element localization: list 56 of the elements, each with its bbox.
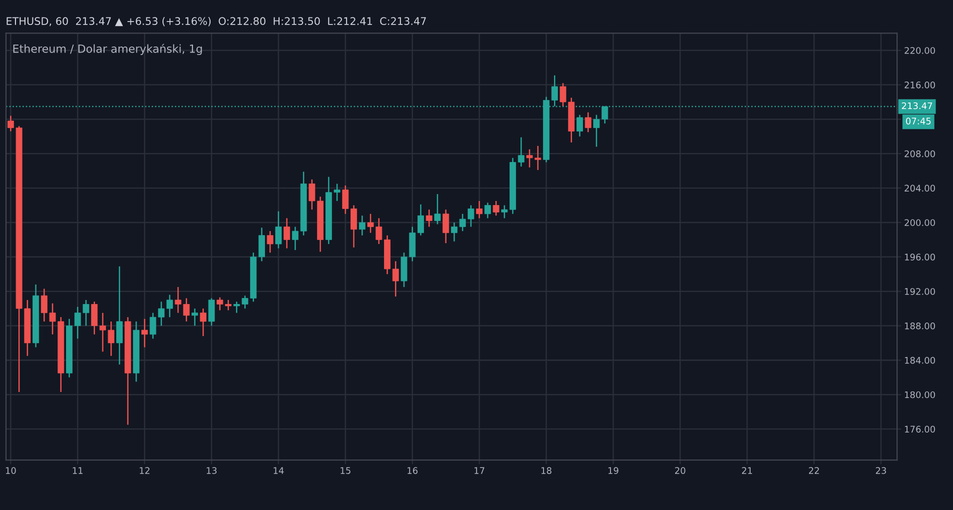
candlestick — [426, 208, 432, 228]
x-tick-label: 23 — [876, 467, 886, 474]
candlestick — [91, 301, 98, 335]
x-tick-label: 18 — [542, 467, 552, 474]
x-tick-label: 13 — [206, 467, 217, 474]
candlestick — [484, 202, 491, 219]
x-tick-label: 14 — [274, 467, 284, 474]
candlestick — [266, 230, 274, 254]
candlestick — [284, 218, 290, 249]
candlestick — [258, 227, 265, 262]
y-tick-label: 208.00 — [904, 150, 935, 158]
candlestick — [225, 299, 232, 311]
text: Ethereum / Dolar amerykański, 1g — [13, 44, 202, 56]
y-tick-label: 184.00 — [904, 356, 935, 364]
y-tick-label: 180.00 — [904, 391, 935, 398]
y-tick-label: 200.00 — [904, 219, 935, 226]
candlestick — [476, 200, 483, 219]
candlestick — [116, 266, 123, 366]
x-tick-label: 15 — [340, 467, 350, 474]
candlestick — [392, 260, 399, 298]
candlestick — [108, 320, 114, 357]
x-tick-label: 12 — [140, 467, 150, 474]
y-tick-label: 188.00 — [904, 322, 935, 330]
x-tick-label: 11 — [72, 467, 83, 474]
chart-subtitle: ETHUSD, 60 213.47 ▲ +6.53 (+3.16%) O:212.80 H:213.50 L:212.41 C:213.47 — [6, 16, 426, 26]
candlestick — [141, 318, 148, 348]
candlestick — [576, 114, 583, 138]
x-tick-label: 16 — [408, 467, 418, 474]
y-tick-label: 216.00 — [904, 82, 935, 88]
x-tick-label: 19 — [608, 467, 618, 474]
x-tick-label: 21 — [742, 467, 752, 474]
y-tick-label: 176.00 — [904, 426, 935, 433]
x-tick-label: 20 — [675, 467, 686, 474]
x-tick-label: 17 — [474, 467, 484, 474]
x-tick-label: 22 — [808, 467, 819, 474]
x-tick-label: 10 — [6, 467, 16, 474]
candlestick — [200, 308, 206, 337]
candlestick — [418, 204, 424, 236]
y-tick-label: 196.00 — [904, 254, 935, 260]
y-tick-label: 220.00 — [904, 47, 935, 54]
candlestick — [518, 136, 524, 168]
y-tick-label: 204.00 — [904, 184, 935, 192]
candlestick — [192, 308, 198, 326]
candlestick — [492, 200, 500, 216]
candlestick — [275, 210, 282, 249]
candlestick — [216, 296, 224, 311]
candlestick — [358, 214, 366, 236]
candlestick — [166, 294, 173, 318]
candlestick — [100, 312, 106, 352]
candlestick — [442, 208, 450, 244]
candlestick — [584, 112, 592, 133]
candlestick — [208, 298, 215, 326]
candlestick — [434, 193, 441, 225]
y-tick-label: 192.00 — [904, 288, 935, 295]
text: 07:45 — [906, 118, 931, 124]
ref-line-label: 213.47 — [902, 102, 932, 110]
